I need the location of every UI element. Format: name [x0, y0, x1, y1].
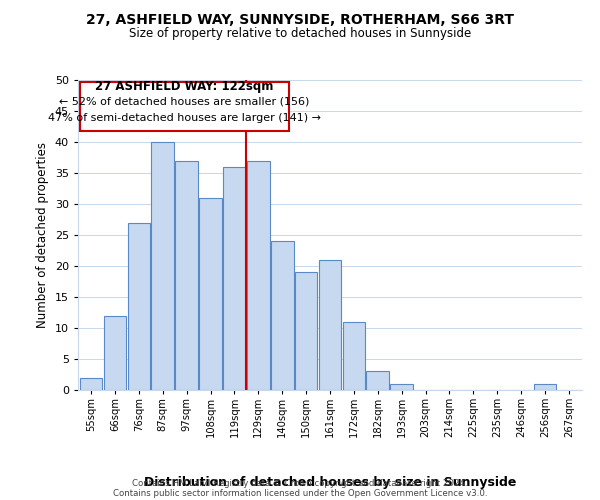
- Bar: [128, 222, 150, 390]
- Bar: [271, 241, 293, 390]
- Text: 47% of semi-detached houses are larger (141) →: 47% of semi-detached houses are larger (…: [47, 114, 320, 124]
- Bar: [80, 378, 103, 390]
- Text: 27 ASHFIELD WAY: 122sqm: 27 ASHFIELD WAY: 122sqm: [95, 80, 274, 92]
- Bar: [295, 272, 317, 390]
- Bar: [319, 260, 341, 390]
- X-axis label: Distribution of detached houses by size in Sunnyside: Distribution of detached houses by size …: [144, 476, 516, 489]
- Bar: [533, 384, 556, 390]
- Bar: [343, 322, 365, 390]
- Bar: [175, 160, 198, 390]
- Text: Contains public sector information licensed under the Open Government Licence v3: Contains public sector information licen…: [113, 488, 487, 498]
- Bar: [104, 316, 127, 390]
- Bar: [247, 160, 269, 390]
- Bar: [151, 142, 174, 390]
- Bar: [391, 384, 413, 390]
- Text: ← 52% of detached houses are smaller (156): ← 52% of detached houses are smaller (15…: [59, 96, 310, 106]
- Bar: [223, 167, 246, 390]
- FancyBboxPatch shape: [80, 82, 289, 131]
- Text: 27, ASHFIELD WAY, SUNNYSIDE, ROTHERHAM, S66 3RT: 27, ASHFIELD WAY, SUNNYSIDE, ROTHERHAM, …: [86, 12, 514, 26]
- Text: Size of property relative to detached houses in Sunnyside: Size of property relative to detached ho…: [129, 28, 471, 40]
- Y-axis label: Number of detached properties: Number of detached properties: [36, 142, 49, 328]
- Text: Contains HM Land Registry data © Crown copyright and database right 2024.: Contains HM Land Registry data © Crown c…: [132, 478, 468, 488]
- Bar: [367, 372, 389, 390]
- Bar: [199, 198, 222, 390]
